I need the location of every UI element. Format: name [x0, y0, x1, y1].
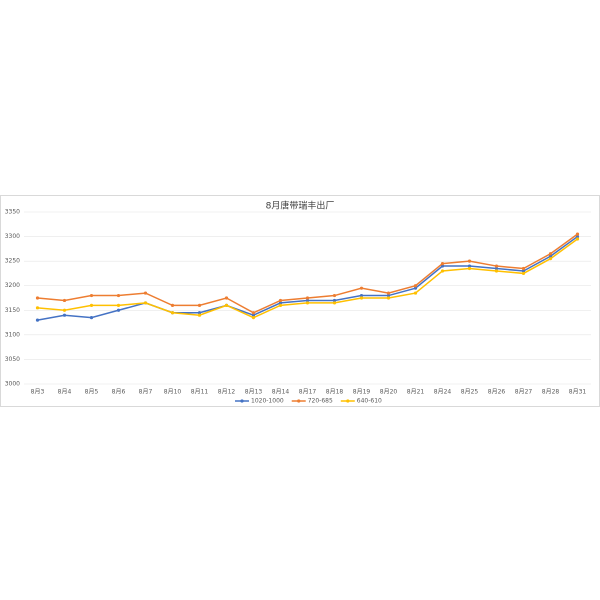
- point: [575, 237, 580, 241]
- point: [89, 316, 94, 320]
- point: [548, 257, 553, 261]
- point: [332, 298, 337, 303]
- x-tick-label: 8月20: [380, 389, 398, 396]
- point: [62, 308, 67, 312]
- point: [251, 311, 256, 315]
- x-tick-label: 8月28: [542, 389, 560, 396]
- x-tick-label: 8月21: [407, 389, 425, 396]
- point: [170, 303, 175, 307]
- x-tick-label: 8月12: [218, 389, 236, 396]
- point: [251, 313, 256, 317]
- x-tick-label: 8月3: [31, 389, 45, 396]
- point: [521, 269, 526, 273]
- point: [467, 264, 472, 268]
- legend-label: 1020-1000: [251, 398, 284, 405]
- x-tick-label: 8月6: [112, 389, 126, 396]
- x-tick-label: 8月19: [353, 389, 371, 396]
- point: [494, 269, 499, 273]
- point: [89, 303, 94, 307]
- point: [224, 296, 229, 300]
- y-tick-label: 3300: [5, 233, 20, 240]
- chart-title: 8月唐带瑞丰出厂: [266, 200, 335, 212]
- y-tick-label: 3200: [5, 282, 20, 289]
- y-tick-label: 3250: [5, 258, 20, 265]
- point: [332, 293, 337, 298]
- point: [35, 318, 40, 322]
- point: [467, 259, 472, 263]
- point: [548, 252, 553, 256]
- point: [332, 301, 337, 305]
- point: [197, 303, 202, 307]
- x-tick-label: 8月13: [245, 389, 263, 396]
- y-tick-label: 3150: [5, 307, 20, 314]
- y-tick-label: 3100: [5, 331, 20, 338]
- point: [548, 254, 553, 258]
- point: [116, 303, 121, 307]
- point: [440, 264, 445, 268]
- point: [386, 293, 391, 298]
- y-tick-label: 3000: [5, 381, 20, 388]
- x-tick-label: 8月27: [515, 389, 533, 396]
- x-tick-label: 8月10: [164, 389, 182, 396]
- x-tick-label: 8月26: [488, 389, 506, 396]
- point: [413, 291, 418, 295]
- point: [305, 298, 310, 303]
- point: [305, 296, 310, 300]
- x-tick-label: 8月17: [299, 389, 317, 396]
- point: [467, 266, 472, 271]
- point: [278, 301, 283, 305]
- legend-label: 640-610: [357, 398, 382, 405]
- point: [386, 291, 391, 295]
- legend-marker: [240, 399, 244, 403]
- point: [521, 266, 526, 271]
- point: [116, 308, 121, 312]
- y-tick-label: 3350: [5, 209, 20, 216]
- point: [359, 296, 364, 300]
- point: [575, 234, 580, 239]
- point: [494, 266, 499, 271]
- x-tick-label: 8月31: [569, 389, 587, 396]
- y-tick-label: 3050: [5, 356, 20, 363]
- x-tick-label: 8月18: [326, 389, 344, 396]
- legend-marker: [346, 399, 350, 403]
- legend-label: 720-685: [308, 398, 333, 405]
- x-tick-label: 8月7: [139, 389, 153, 396]
- point: [278, 303, 283, 307]
- point: [494, 264, 499, 268]
- point: [143, 301, 148, 305]
- legend-marker: [297, 399, 301, 403]
- x-tick-label: 8月25: [461, 389, 479, 396]
- point: [413, 286, 418, 290]
- x-tick-label: 8月5: [85, 389, 99, 396]
- x-tick-label: 8月14: [272, 389, 290, 396]
- point: [413, 284, 418, 288]
- x-tick-label: 8月11: [191, 389, 209, 396]
- point: [35, 306, 40, 310]
- point: [35, 296, 40, 300]
- x-tick-label: 8月24: [434, 389, 452, 396]
- point: [440, 269, 445, 273]
- point: [305, 301, 310, 305]
- point: [359, 286, 364, 290]
- point: [197, 311, 202, 315]
- point: [251, 316, 256, 320]
- point: [521, 271, 526, 276]
- point: [197, 313, 202, 317]
- point: [224, 303, 229, 307]
- point: [278, 298, 283, 303]
- point: [62, 313, 67, 317]
- point: [359, 293, 364, 298]
- point: [440, 262, 445, 266]
- point: [386, 296, 391, 300]
- x-tick-label: 8月4: [58, 389, 72, 396]
- point: [143, 291, 148, 295]
- point: [62, 298, 67, 303]
- point: [575, 232, 580, 236]
- point: [170, 311, 175, 315]
- point: [89, 293, 94, 298]
- point: [116, 293, 121, 298]
